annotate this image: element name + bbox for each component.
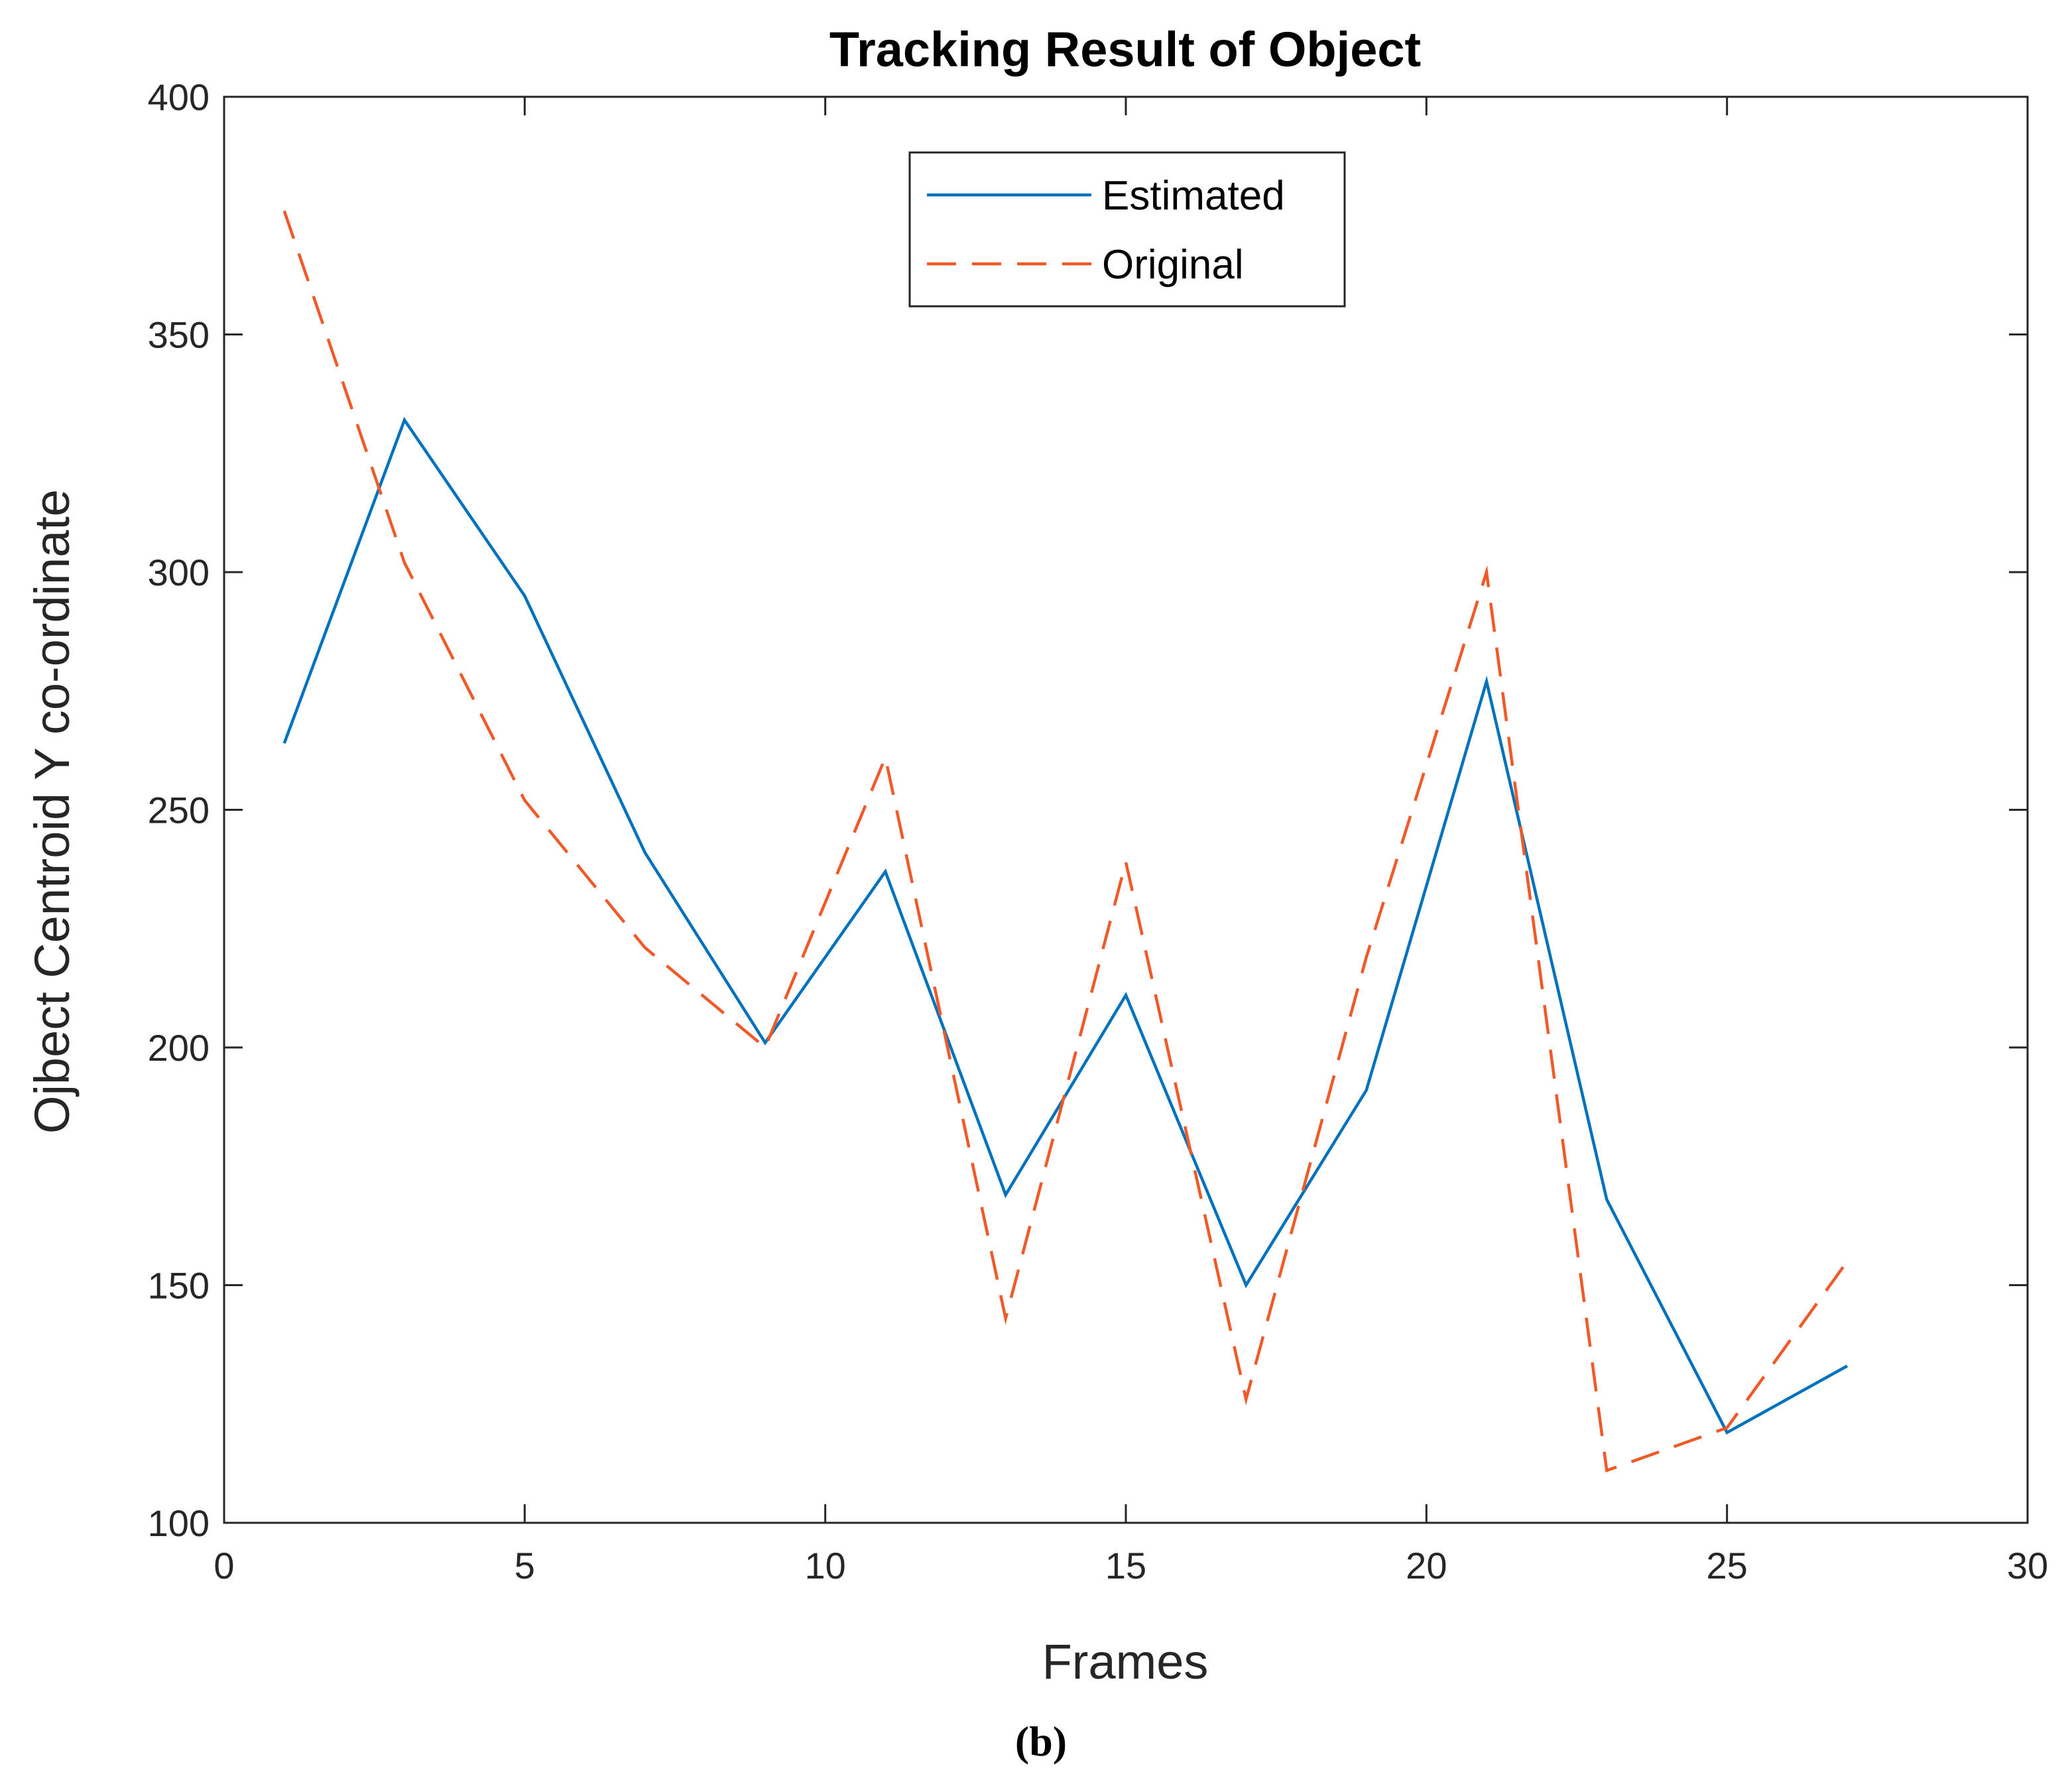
x-tick-label: 0 (213, 1545, 234, 1586)
x-tick-label: 10 (805, 1545, 846, 1586)
legend-label: Original (1102, 242, 1244, 288)
y-tick-label: 400 (148, 76, 210, 118)
y-tick-label: 300 (148, 552, 210, 593)
y-tick-label: 250 (148, 790, 210, 831)
y-tick-label: 350 (148, 314, 210, 356)
chart-title: Tracking Result of Object (829, 22, 1421, 77)
legend: Estimated Original (908, 151, 1346, 308)
plot-frame (223, 95, 2029, 1524)
x-tick-label: 20 (1406, 1545, 1447, 1586)
x-tick-label: 5 (515, 1545, 535, 1586)
x-tick-label: 15 (1105, 1545, 1146, 1586)
x-axis-label: Frames (1042, 1634, 1209, 1689)
legend-label: Estimated (1102, 173, 1285, 219)
x-tick-label: 30 (2007, 1545, 2048, 1586)
y-axis-label: Ojbect Centroid Y co-ordinate (25, 489, 80, 1134)
series-line-estimated (282, 416, 1849, 1435)
legend-box (908, 151, 1346, 308)
series-line-original (282, 210, 1849, 1473)
figure-caption: (b) (1015, 1718, 1067, 1765)
plot-area: 0 5 10 15 20 25 30 100 150 200 250 300 350 400 Estimat… (148, 76, 2049, 1586)
y-tick-label: 100 (148, 1502, 210, 1544)
x-tick-label: 25 (1707, 1545, 1748, 1586)
y-tick-label: 200 (148, 1027, 210, 1069)
y-tick-label: 150 (148, 1265, 210, 1307)
